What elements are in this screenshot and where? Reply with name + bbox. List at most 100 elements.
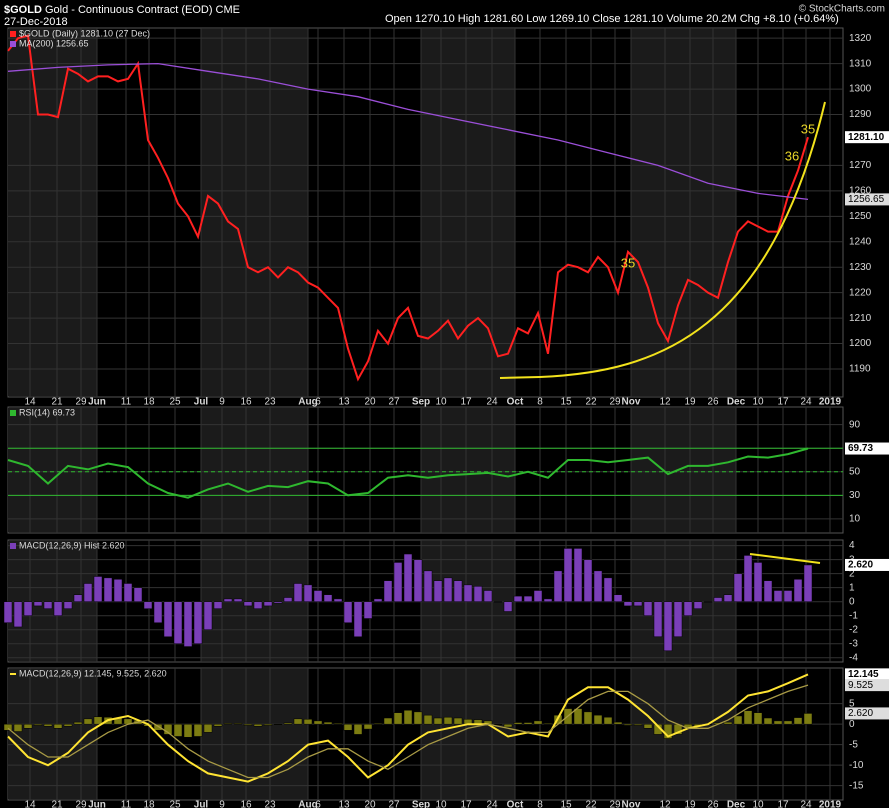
histogram-bar <box>293 583 303 602</box>
y-tick-label: 0 <box>849 596 855 607</box>
x-tick-label: Aug <box>298 800 317 808</box>
histogram-bar <box>743 555 753 602</box>
macd-histogram-bar <box>403 709 413 725</box>
legend-swatch <box>10 31 16 37</box>
macd-histogram-bar <box>23 723 33 729</box>
histogram-bar <box>493 601 503 603</box>
value-badge-label: 9.525 <box>848 680 873 691</box>
histogram-bar <box>53 601 63 616</box>
macd-histogram-bar <box>53 723 63 729</box>
macd-histogram-bar <box>433 717 443 725</box>
histogram-bar <box>213 601 223 609</box>
macd-histogram-bar <box>613 721 623 725</box>
y-tick-label: 5 <box>849 698 855 709</box>
macd-histogram-bar <box>3 723 13 731</box>
histogram-bar <box>343 601 353 623</box>
histogram-bar <box>633 601 643 607</box>
histogram-bar <box>733 573 743 602</box>
y-tick-label: 1210 <box>849 313 872 324</box>
histogram-bar <box>173 601 183 645</box>
histogram-bar <box>43 601 53 609</box>
exchange: CME <box>216 4 240 16</box>
macd-histogram-bar <box>803 713 813 725</box>
macd-histogram-bar <box>743 710 753 725</box>
y-tick-label: 1290 <box>849 109 872 120</box>
x-tick-label: 21 <box>51 800 63 808</box>
histogram-bar <box>603 577 613 602</box>
macd-histogram-bar <box>533 720 543 725</box>
x-tick-label: 9 <box>219 397 225 408</box>
month-band <box>421 408 515 532</box>
histogram-bar <box>163 601 173 638</box>
histogram-bar <box>723 594 733 602</box>
x-tick-label: 14 <box>24 397 36 408</box>
histogram-bar <box>223 598 233 602</box>
macd-histogram-bar <box>453 717 463 725</box>
histogram-bar <box>133 587 143 602</box>
histogram-bar <box>523 595 533 602</box>
x-tick-label: 13 <box>338 800 350 808</box>
y-tick-label: 1300 <box>849 84 872 95</box>
x-tick-label: 18 <box>143 397 155 408</box>
macd-histogram-bar <box>523 722 533 725</box>
histogram-bar <box>313 590 323 602</box>
macd-histogram-bar <box>623 723 633 726</box>
macd-histogram-bar <box>763 717 773 725</box>
x-tick-label: 6 <box>315 397 321 408</box>
x-tick-label: Jun <box>88 397 106 408</box>
x-tick-label: 26 <box>707 800 719 808</box>
macd-histogram-bar <box>363 723 373 730</box>
credit: © StockCharts.com <box>799 4 885 15</box>
macd-histogram-bar <box>303 718 313 725</box>
macd-histogram-bar <box>413 711 423 725</box>
histogram-bar <box>533 590 543 602</box>
legend-swatch <box>10 673 16 675</box>
x-tick-label: 8 <box>537 800 543 808</box>
header-title: $GOLD Gold - Continuous Contract (EOD) C… <box>4 4 240 16</box>
histogram-bar <box>473 586 483 602</box>
x-tick-label: Oct <box>507 800 524 808</box>
macd-histogram-bar <box>63 723 73 727</box>
x-tick-label: 8 <box>537 397 543 408</box>
histogram-bar <box>413 559 423 602</box>
x-tick-label: 23 <box>264 397 276 408</box>
histogram-bar <box>303 584 313 602</box>
histogram-bar <box>123 583 133 602</box>
series-line <box>7 34 809 382</box>
histogram-bar <box>233 598 243 602</box>
macd-histogram-bar <box>773 720 783 725</box>
y-tick-label: 10 <box>849 514 861 525</box>
legend-label: MACD(12,26,9) Hist 2.620 <box>19 540 125 550</box>
x-tick-label: 24 <box>800 397 812 408</box>
histogram-bar <box>573 548 583 602</box>
histogram-bar <box>443 577 453 602</box>
macd-histogram-bar <box>783 720 793 725</box>
month-band <box>421 669 515 799</box>
histogram-bar <box>13 601 23 628</box>
macd-histogram-bar <box>273 723 283 725</box>
x-tick-label: 22 <box>585 397 597 408</box>
value-badge <box>845 558 889 571</box>
histogram-bar <box>583 559 593 602</box>
x-tick-label: 29 <box>609 800 621 808</box>
y-tick-label: 0 <box>849 719 855 730</box>
legend-swatch <box>10 543 16 549</box>
macd-histogram-bar <box>233 723 243 725</box>
histogram-bar <box>113 579 123 602</box>
histogram-bar <box>483 590 493 602</box>
macd-histogram-bar <box>793 717 803 725</box>
header-date: 27-Dec-2018 <box>4 16 68 28</box>
x-tick-label: 17 <box>777 397 789 408</box>
histogram-bar <box>393 562 403 602</box>
macd-histogram-bar <box>323 721 333 725</box>
month-band <box>631 669 736 799</box>
value-badge-label: 2.620 <box>848 560 873 571</box>
x-tick-label: 17 <box>777 800 789 808</box>
x-tick-label: Nov <box>622 800 641 808</box>
y-tick-label: 1240 <box>849 236 872 247</box>
y-tick-label: 1250 <box>849 211 872 222</box>
x-tick-label: Dec <box>727 397 746 408</box>
value-badge-label: 12.145 <box>848 669 879 680</box>
y-tick-label: 2 <box>849 568 855 579</box>
